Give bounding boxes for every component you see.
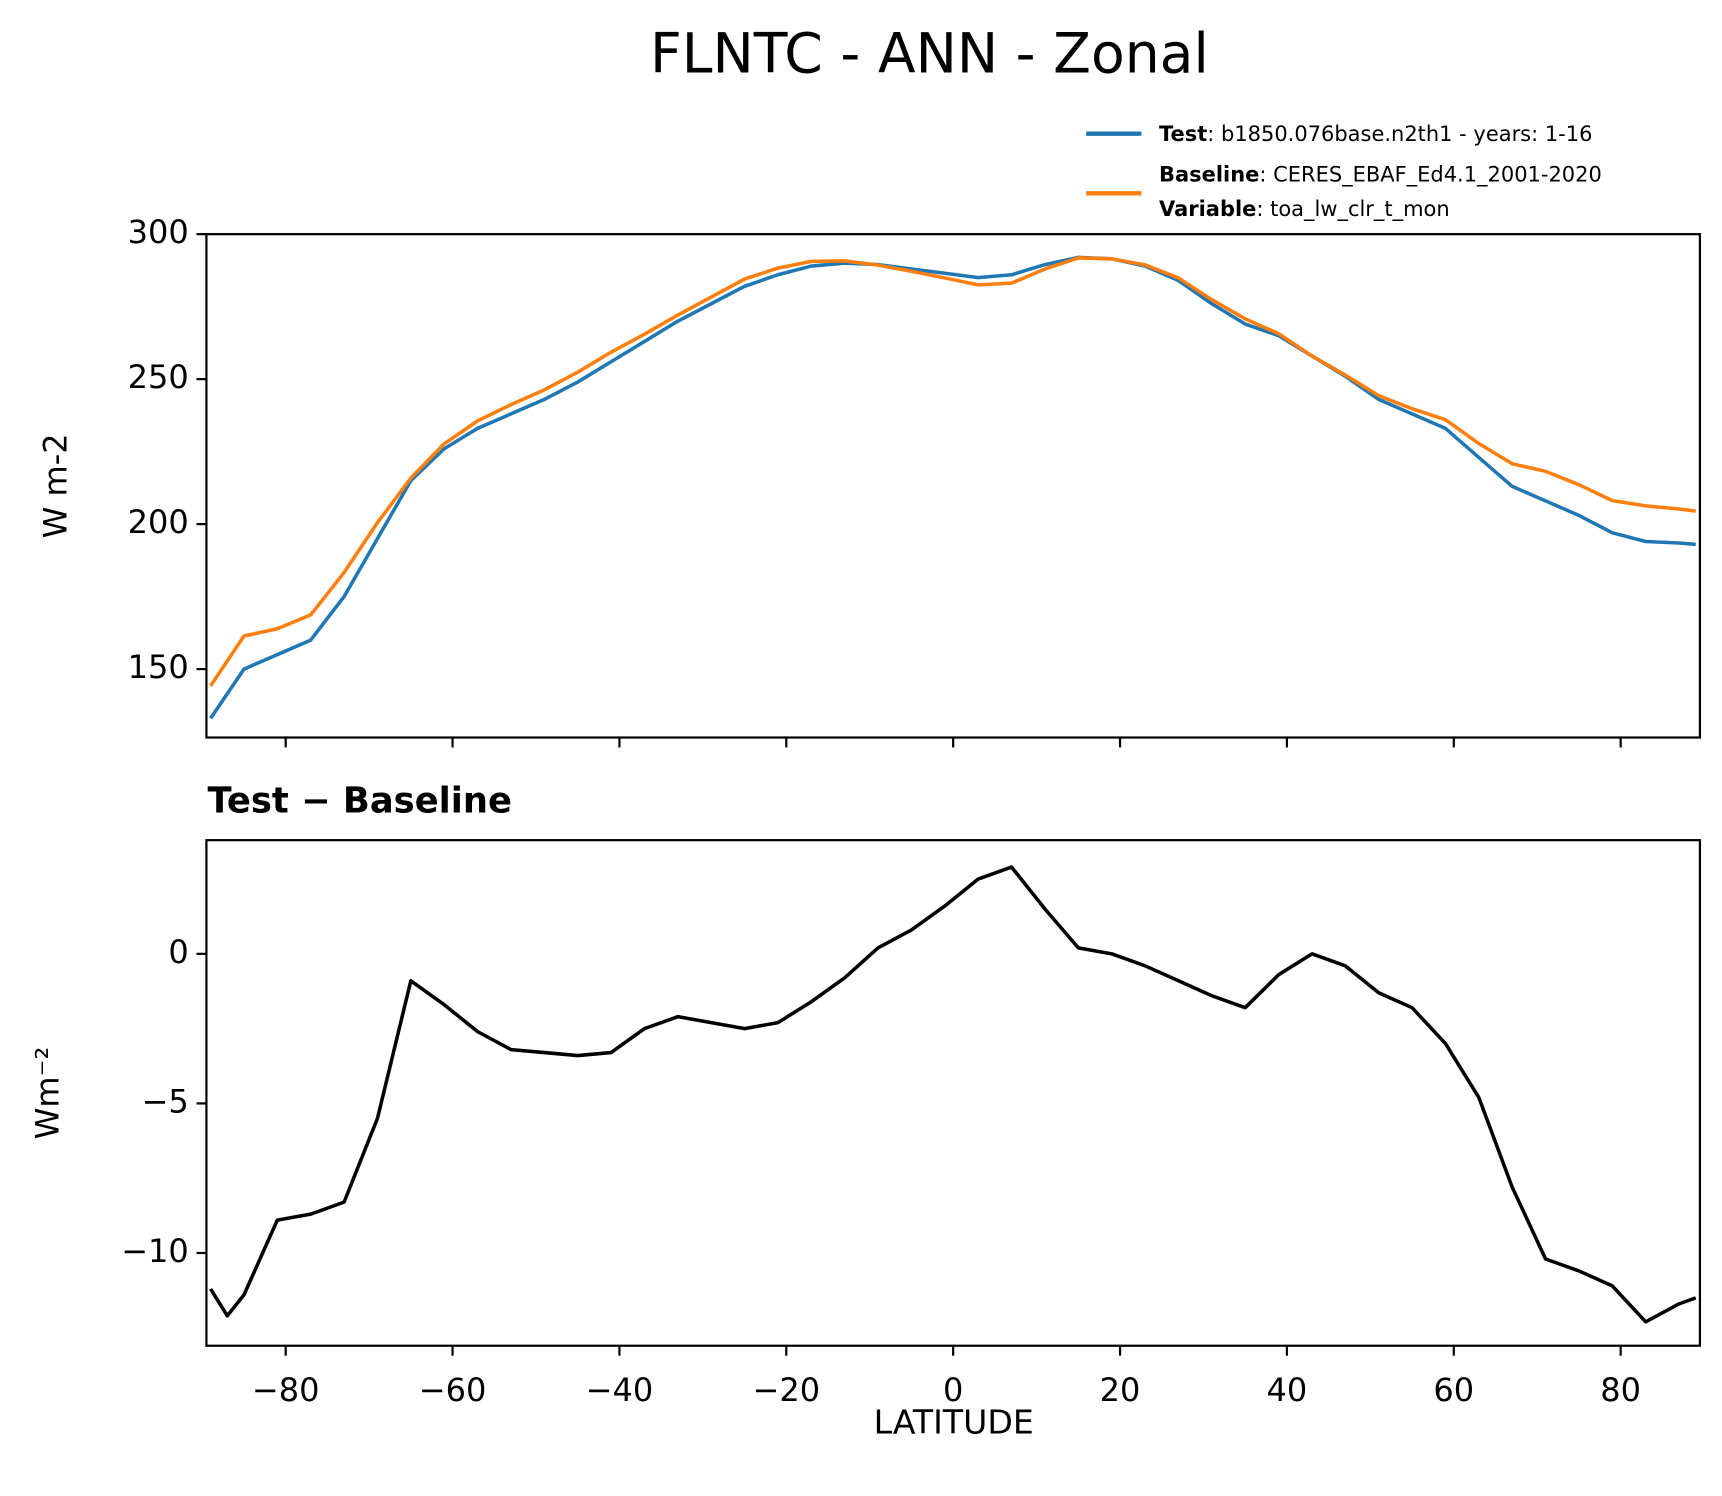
x-tick-label: 0 bbox=[943, 1371, 963, 1409]
x-tick-label: 60 bbox=[1433, 1371, 1474, 1409]
data-line bbox=[209, 255, 1696, 720]
y-tick-label: 200 bbox=[128, 503, 189, 541]
legend-name: Test bbox=[1159, 122, 1207, 146]
subplot-title: Test − Baseline bbox=[208, 781, 512, 822]
legend-name: Variable bbox=[1159, 197, 1256, 221]
legend-name: Baseline bbox=[1159, 163, 1259, 187]
x-tick-label: 80 bbox=[1600, 1371, 1641, 1409]
chart-title: FLNTC - ANN - Zonal bbox=[650, 23, 1209, 87]
data-line bbox=[209, 865, 1697, 1324]
y-tick-label: −10 bbox=[121, 1232, 189, 1270]
y-axis-label: W m-2 bbox=[36, 433, 74, 538]
y-tick-label: 300 bbox=[128, 213, 189, 251]
x-tick-label: −40 bbox=[586, 1371, 654, 1409]
x-tick-label: 20 bbox=[1100, 1371, 1141, 1409]
legend-label: : b1850.076base.n2th1 - years: 1-16 bbox=[1207, 122, 1592, 146]
x-tick-label: −20 bbox=[753, 1371, 821, 1409]
legend-entry: Baseline: CERES_EBAF_Ed4.1_2001-2020 bbox=[1159, 163, 1602, 188]
y-tick-label: 250 bbox=[128, 358, 189, 396]
y-tick-label: 150 bbox=[128, 648, 189, 686]
legend-entry: Test: b1850.076base.n2th1 - years: 1-16 bbox=[1159, 122, 1592, 146]
legend-label: : toa_lw_clr_t_mon bbox=[1256, 197, 1449, 222]
y-tick-label: 0 bbox=[168, 933, 188, 971]
data-line bbox=[209, 256, 1696, 687]
y-axis-label: Wm⁻² bbox=[29, 1047, 67, 1140]
x-axis-label: LATITUDE bbox=[874, 1403, 1034, 1442]
plot-frame bbox=[205, 233, 1702, 739]
legend-entry: Variable: toa_lw_clr_t_mon bbox=[1159, 197, 1450, 222]
y-tick-label: −5 bbox=[142, 1082, 189, 1120]
x-tick-label: −60 bbox=[419, 1371, 487, 1409]
x-tick-label: 40 bbox=[1267, 1371, 1308, 1409]
x-tick-label: −80 bbox=[252, 1371, 320, 1409]
plot-frame bbox=[205, 839, 1702, 1347]
legend-label: : CERES_EBAF_Ed4.1_2001-2020 bbox=[1259, 163, 1601, 188]
